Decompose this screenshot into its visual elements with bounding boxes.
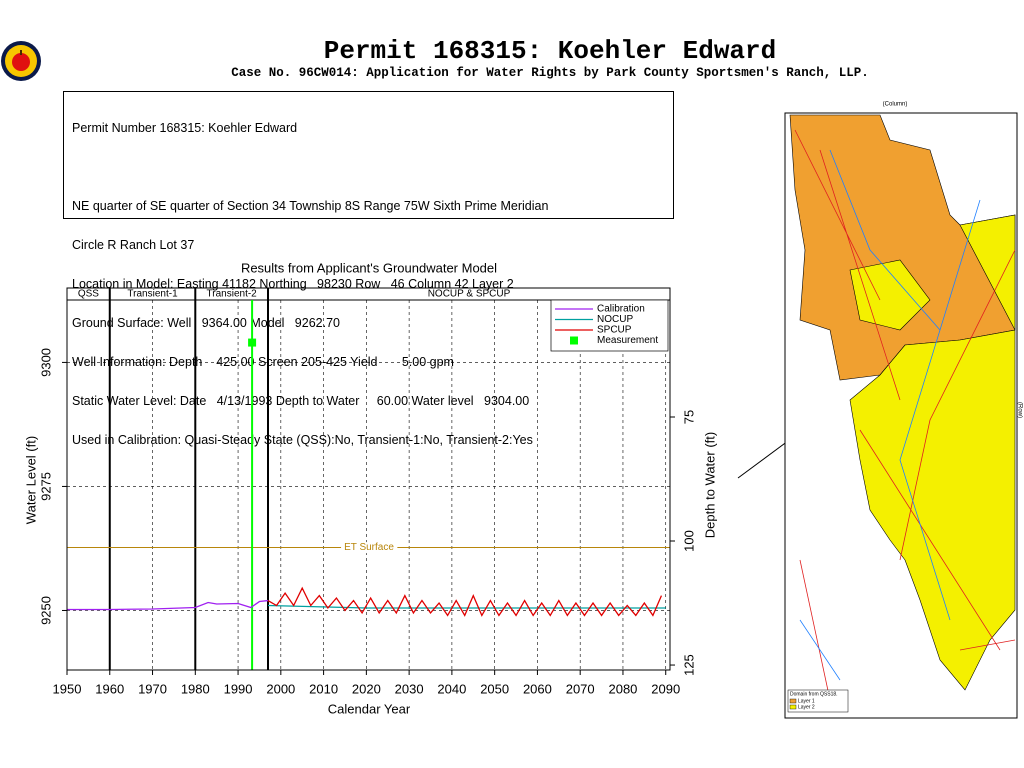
et-surface-label: ET Surface <box>344 542 394 553</box>
x-tick-label: 1990 <box>224 681 253 696</box>
info-line: Ground Surface: Well 9364.00 Model 9262.… <box>72 316 340 330</box>
info-line: Static Water Level: Date 4/13/1993 Depth… <box>72 394 530 408</box>
map-legend-item: Layer 1 <box>798 698 815 704</box>
page-subtitle: Case No. 96CW014: Application for Water … <box>231 66 869 80</box>
x-axis-label: Calendar Year <box>328 701 411 716</box>
x-tick-label: 2020 <box>352 681 381 696</box>
page-title: Permit 168315: Koehler Edward <box>323 36 777 66</box>
info-line: NE quarter of SE quarter of Section 34 T… <box>72 199 549 213</box>
map-row-label: (Row) <box>1016 402 1022 418</box>
y2-tick-label: 100 <box>681 530 696 552</box>
info-line: Location in Model: Easting 41182 Northin… <box>72 277 514 291</box>
y2-tick-label: 75 <box>681 410 696 424</box>
x-tick-label: 1950 <box>53 681 82 696</box>
series-line <box>267 586 663 617</box>
x-tick-label: 2030 <box>395 681 424 696</box>
series-line <box>267 604 666 609</box>
info-line: Used in Calibration: Quasi-Steady State … <box>72 433 533 447</box>
info-line: Permit Number 168315: Koehler Edward <box>72 121 298 135</box>
info-box: Permit Number 168315: Koehler Edward NE … <box>63 91 674 447</box>
map: Domain from QSS18. Layer 1 Layer 2 (Colu… <box>784 102 1022 719</box>
x-tick-label: 2080 <box>608 681 637 696</box>
map-legend-title: Domain from QSS18. <box>790 691 838 697</box>
x-tick-label: 2050 <box>480 681 509 696</box>
map-column-label: (Column) <box>883 102 908 108</box>
info-line: Circle R Ranch Lot 37 <box>72 238 195 252</box>
y2-axis-label: Depth to Water (ft) <box>702 432 717 538</box>
y-axis-label: Water Level (ft) <box>23 436 38 524</box>
x-tick-label: 2070 <box>566 681 595 696</box>
y-tick-label: 9250 <box>38 596 53 625</box>
et-label-bg <box>341 542 398 554</box>
y-tick-label: 9300 <box>38 348 53 377</box>
x-tick-label: 2010 <box>309 681 338 696</box>
y2-tick-label: 125 <box>681 654 696 676</box>
series-line <box>67 599 269 611</box>
y-tick-label: 9275 <box>38 472 53 501</box>
connector-line <box>737 394 851 479</box>
x-tick-label: 2090 <box>651 681 680 696</box>
x-tick-label: 1980 <box>181 681 210 696</box>
x-tick-label: 2040 <box>437 681 466 696</box>
x-tick-label: 2000 <box>266 681 295 696</box>
info-line: Well Information: Depth 425.00 Screen 20… <box>72 355 454 369</box>
map-legend-item: Layer 2 <box>798 704 815 710</box>
x-tick-label: 1970 <box>138 681 167 696</box>
x-tick-label: 2060 <box>523 681 552 696</box>
x-tick-label: 1960 <box>95 681 124 696</box>
